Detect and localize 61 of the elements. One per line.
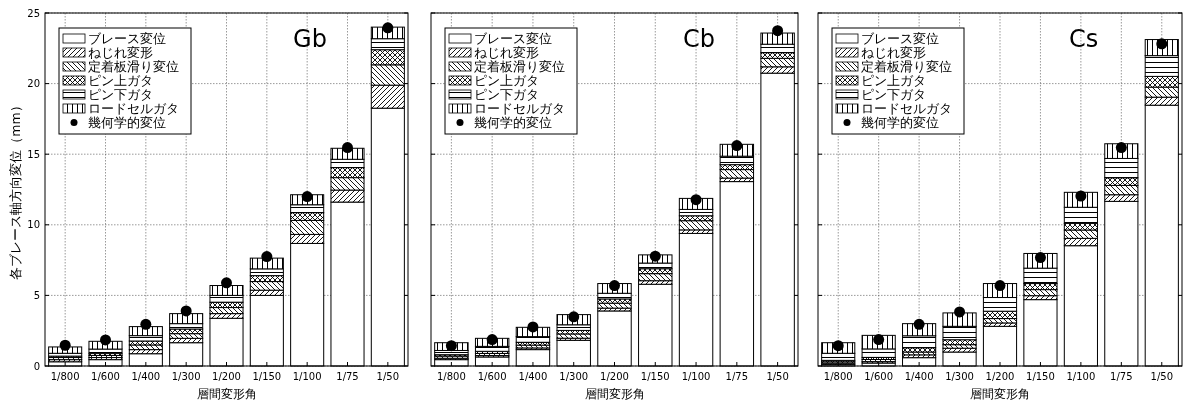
x-tick-label: 1/800 — [823, 371, 853, 382]
x-tick-label: 1/800 — [436, 371, 466, 382]
y-tick-label: 0 — [33, 360, 40, 372]
x-tick-label: 1/50 — [766, 371, 789, 382]
x-tick-label: 1/50 — [1150, 371, 1174, 382]
legend-label: 幾何学的変位 — [861, 115, 939, 130]
legend-label: ロードセルガタ — [88, 101, 179, 116]
legend-label: 定着板滑り変位 — [88, 59, 179, 74]
legend-label: ロードセルガタ — [861, 101, 952, 116]
x-tick-label: 1/150 — [1026, 371, 1055, 382]
x-tick-label: 1/600 — [477, 371, 507, 382]
x-tick-label: 1/600 — [864, 371, 894, 382]
x-tick-label: 1/800 — [50, 371, 80, 382]
legend-label: ロードセルガタ — [474, 101, 565, 116]
text: Cs — [1069, 25, 1099, 53]
legend-label: 定着板滑り変位 — [474, 59, 565, 74]
legend-label: ピン上ガタ — [861, 73, 926, 88]
x-tick-label: 1/100 — [292, 371, 322, 382]
x-tick-label: 1/50 — [376, 371, 400, 382]
legend-label: ねじれ変形 — [861, 45, 926, 60]
x-tick-label: 1/150 — [640, 371, 670, 382]
text: Gb — [293, 25, 327, 53]
legend-label: ピン上ガタ — [88, 73, 153, 88]
x-tick-label: 1/300 — [945, 371, 974, 382]
legend-label: ピン下ガタ — [88, 87, 153, 102]
legend-label: ピン下ガタ — [861, 87, 926, 102]
x-axis-title: 層間変形角 — [196, 387, 257, 401]
legend-label: 幾何学的変位 — [88, 115, 166, 130]
legend-label: ブレース変位 — [88, 31, 166, 46]
legend-label: ピン下ガタ — [474, 87, 539, 102]
x-tick-label: 1/200 — [985, 371, 1015, 382]
x-tick-label: 1/100 — [1066, 371, 1096, 382]
y-tick-label: 5 — [33, 289, 40, 301]
x-tick-label: 1/600 — [91, 371, 120, 382]
legend-label: 幾何学的変位 — [474, 115, 552, 130]
x-tick-label: 1/200 — [212, 371, 241, 382]
legend-label: ブレース変位 — [861, 31, 939, 46]
y-tick-label: 25 — [27, 7, 40, 19]
x-tick-label: 1/300 — [559, 371, 589, 382]
x-tick-label: 1/150 — [252, 371, 282, 382]
legend-label: ブレース変位 — [474, 31, 552, 46]
x-tick-label: 1/75 — [336, 371, 359, 382]
y-tick-label: 20 — [27, 78, 40, 90]
legend-label: ねじれ変形 — [474, 45, 539, 60]
x-tick-label: 1/400 — [904, 371, 934, 382]
legend-label: ピン上ガタ — [474, 73, 539, 88]
y-tick-label: 15 — [27, 148, 40, 160]
text: Cb — [682, 25, 715, 53]
x-tick-label: 1/400 — [518, 371, 548, 382]
x-tick-label: 1/75 — [725, 371, 749, 382]
x-tick-label: 1/300 — [171, 371, 201, 382]
legend-label: 定着板滑り変位 — [861, 59, 952, 74]
x-axis-title: 層間変形角 — [584, 387, 645, 401]
legend-label: ねじれ変形 — [88, 45, 153, 60]
x-tick-label: 1/100 — [681, 371, 711, 382]
x-axis-title: 層間変形角 — [970, 387, 1030, 401]
x-tick-label: 1/200 — [600, 371, 629, 382]
x-tick-label: 1/400 — [131, 371, 161, 382]
x-tick-label: 1/75 — [1110, 371, 1133, 382]
y-tick-label: 10 — [27, 219, 40, 231]
y-axis-title: 各ブレース軸方向変位（mm） — [8, 99, 23, 280]
